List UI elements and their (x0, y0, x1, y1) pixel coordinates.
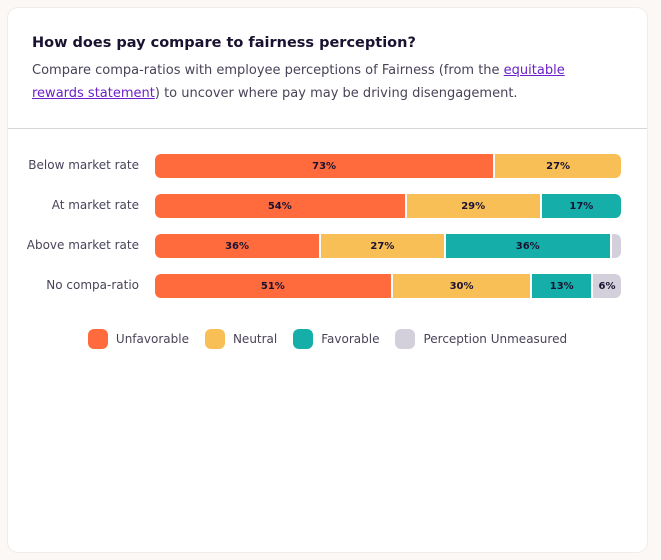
stacked-bar[interactable]: 51% 30% 13% 6% (155, 274, 621, 298)
bar-segment-neutral[interactable]: 30% (392, 274, 533, 298)
equitable-rewards-link[interactable]: equitable rewards statement (32, 63, 565, 101)
bar-segment-perception-unmeasured[interactable] (611, 234, 621, 258)
bar-segment-unfavorable[interactable]: 36% (155, 234, 322, 258)
legend-swatch (293, 329, 314, 349)
legend-swatch (87, 329, 108, 349)
bar-segment-favorable[interactable]: 36% (445, 234, 612, 258)
description-text-end: ) to uncover where pay may be driving di… (154, 85, 518, 101)
legend-label: Neutral (232, 332, 278, 346)
data-label: 17% (569, 200, 594, 212)
legend-item[interactable]: Unfavorable (87, 329, 189, 349)
data-label: 54% (267, 200, 292, 212)
category-label: Below market rate (28, 158, 139, 172)
chart-legend: Unfavorable Neutral Favorable Perception Un… (8, 329, 647, 349)
legend-item[interactable]: Neutral (204, 329, 278, 349)
bar-segment-neutral[interactable]: 29% (406, 194, 542, 218)
data-label: 73% (312, 160, 337, 172)
legend-label: Perception Unmeasured (423, 332, 568, 346)
divider (8, 128, 647, 129)
data-label: 6% (598, 280, 616, 292)
stacked-bar[interactable]: 54% 29% 17% (155, 194, 621, 218)
legend-item[interactable]: Favorable (293, 329, 379, 349)
bar-segment-favorable[interactable]: 17% (541, 194, 621, 218)
data-label: 27% (370, 240, 395, 252)
description-text-start: Compare compa-ratios with employee perce… (32, 63, 504, 78)
stacked-bar[interactable]: 73% 27% (155, 154, 621, 178)
data-label: 30% (449, 280, 474, 292)
bar-segment-unfavorable[interactable]: 54% (155, 194, 407, 218)
chart-card: How does pay compare to fairness percept… (8, 8, 647, 552)
legend-swatch (395, 329, 416, 349)
bar-segment-perception-unmeasured[interactable]: 6% (593, 274, 621, 298)
bar-segment-neutral[interactable]: 27% (321, 234, 446, 258)
card-title: How does pay compare to fairness percept… (32, 35, 416, 51)
category-label: No compa-ratio (46, 278, 139, 292)
bar-row: At market rate 54% 29% 17% (8, 194, 647, 218)
bar-segment-neutral[interactable]: 27% (495, 154, 621, 178)
stacked-bar[interactable]: 36% 27% 36% (155, 234, 621, 258)
data-label: 13% (549, 280, 574, 292)
legend-item[interactable]: Perception Unmeasured (395, 329, 567, 349)
bar-row: No compa-ratio 51% 30% 13% 6% (8, 274, 647, 298)
category-label: At market rate (51, 198, 139, 212)
legend-label: Unfavorable (115, 332, 189, 346)
bar-segment-unfavorable[interactable]: 73% (155, 154, 496, 178)
data-label: 27% (546, 160, 571, 172)
data-label: 51% (260, 280, 285, 292)
data-label: 36% (515, 240, 540, 252)
category-label: Above market rate (26, 238, 139, 252)
data-label: 36% (225, 240, 250, 252)
data-label: 29% (461, 200, 486, 212)
legend-swatch (204, 329, 225, 349)
card-description: Compare compa-ratios with employee perce… (32, 60, 612, 105)
legend-label: Favorable (321, 332, 380, 346)
bar-row: Below market rate 73% 27% (8, 154, 647, 178)
bar-segment-unfavorable[interactable]: 51% (155, 274, 393, 298)
bar-segment-favorable[interactable]: 13% (532, 274, 594, 298)
bar-row: Above market rate 36% 27% 36% (8, 234, 647, 258)
